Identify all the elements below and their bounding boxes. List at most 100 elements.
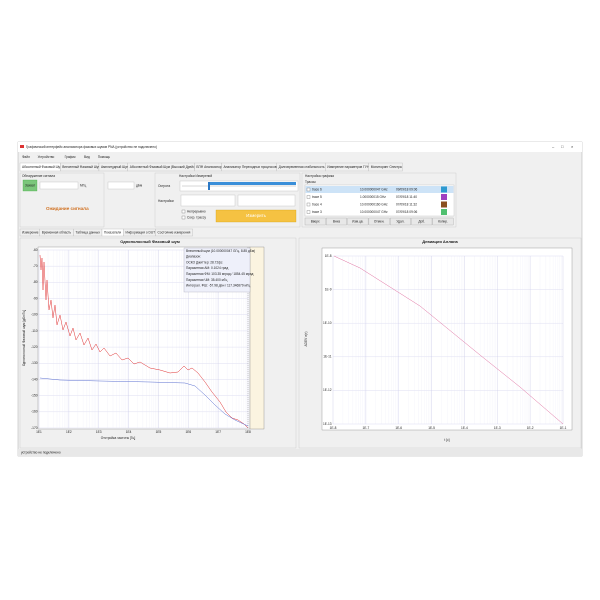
settings-label: Настройки: [158, 199, 174, 203]
status-bar: [18, 449, 582, 456]
chart-title: Однополосный Фазовый шум: [120, 239, 180, 244]
trace-color: [441, 201, 447, 208]
status-text: устройство не подключено: [21, 450, 61, 454]
y-tick-label: -140: [31, 377, 38, 381]
sub-tab[interactable]: [155, 228, 193, 237]
trace-cell: 10.000000047 GHz: [360, 210, 388, 214]
row-check[interactable]: [306, 195, 311, 199]
checkbox[interactable]: [181, 215, 186, 220]
info-line: Паразитная ЧМ: 35.400 мГц: [186, 278, 228, 282]
y-tick-label: 1E-12: [323, 388, 332, 392]
sub-tab-bar: Измерение Временная область Таблица данных…: [19, 228, 193, 237]
chart-title: Девиация Аллана: [422, 239, 458, 244]
sub-tab-label: Таблица данных: [76, 230, 101, 234]
checkbox[interactable]: [181, 209, 186, 214]
trace-button[interactable]: [411, 217, 433, 226]
row-check[interactable]: [306, 187, 311, 192]
y-axis-label: ADEV σ(τ): [304, 332, 308, 347]
trace-cell: 07/09/18 11:32: [396, 202, 417, 206]
trace-floor: [39, 377, 249, 427]
plot-area: [321, 247, 573, 431]
trace-button[interactable]: [432, 217, 454, 226]
menu-bar: Файл Устройство График Вид Помощь: [22, 155, 110, 159]
menu-item[interactable]: Устройство: [38, 155, 55, 159]
tab-label: Мониторинг Спектра: [371, 165, 402, 169]
info-line: Внесенный шум (10.000000047 GГц, 8.85 дБ…: [186, 249, 255, 253]
button-label: Удал.: [396, 219, 404, 223]
x-axis-label: Отстройка частоты [Гц]: [101, 436, 136, 440]
trace-cell: trace 5: [312, 195, 322, 199]
app-icon: [20, 145, 24, 148]
slider-range: [210, 182, 296, 185]
title-bar: [18, 142, 582, 152]
x-tick-label: 1E-1: [560, 426, 567, 430]
row-highlight: [305, 186, 454, 193]
settings-box[interactable]: [180, 194, 236, 207]
info-box: [183, 247, 251, 293]
x-tick-label: 1E-5: [428, 426, 435, 430]
menu-item[interactable]: Помощь: [98, 155, 111, 159]
panel-title: Обнаружение сигнала: [22, 174, 55, 178]
y-tick-label: -110: [31, 329, 37, 333]
tab-label: Амплитудный Шум: [101, 165, 129, 169]
minimize[interactable]: –: [552, 144, 555, 149]
button-label: Измерить: [246, 213, 267, 218]
trace-button[interactable]: [368, 217, 390, 226]
y-tick-label: 1E-11: [323, 355, 331, 359]
button-label: Вниз: [333, 219, 341, 223]
x-tick-label: 1E-3: [494, 426, 501, 430]
trace-cell: trace 6: [312, 187, 322, 191]
maximize[interactable]: □: [561, 144, 564, 149]
y-tick-label: 1E-13: [323, 422, 332, 426]
y-tick-label: -100: [31, 313, 38, 317]
trace-button[interactable]: [390, 217, 411, 226]
tab-label: Анализатор Переходных процессов: [224, 165, 277, 169]
tab-label: БПФ Анализатор: [196, 165, 221, 169]
sub-tab-label: Измерение: [22, 230, 39, 234]
x-tick-label: 1E4: [126, 430, 132, 434]
trace-adev: [333, 255, 564, 425]
trace-noise: [39, 254, 249, 429]
y-tick-label: -160: [31, 410, 38, 414]
y-tick-label: -70: [33, 264, 38, 268]
tab[interactable]: [368, 162, 403, 172]
traces-label: Трассы: [305, 180, 317, 184]
slider-thumb[interactable]: [208, 182, 210, 190]
row-check[interactable]: [306, 202, 311, 207]
menu-item[interactable]: Вид: [84, 155, 90, 159]
window-title: Графический интерфейс анализатора фазовы…: [26, 145, 157, 149]
measure-button[interactable]: [215, 209, 297, 223]
capture-button[interactable]: [22, 179, 38, 192]
trace-button[interactable]: [304, 217, 326, 226]
trace-color: [441, 209, 447, 215]
info-line: Диапазон:: [186, 255, 201, 259]
tab-label: Абсолютный Фазовый Шум (Высокий Дрейф): [130, 165, 197, 169]
y-tick-label: -130: [31, 361, 38, 365]
trace-button[interactable]: [326, 217, 347, 226]
sub-tab-label: Временная область: [42, 230, 72, 234]
plot-margin: [249, 246, 265, 430]
freq-input[interactable]: [39, 181, 79, 190]
tab-bar: Абсолютный Фазовый Шум Внесенный Фазовый …: [19, 162, 403, 172]
trace-color: [441, 186, 447, 193]
settings-box[interactable]: [237, 194, 296, 207]
power-input[interactable]: [107, 181, 135, 190]
grid: [38, 249, 249, 429]
row-check[interactable]: [306, 210, 311, 214]
tab-label: Долговременная стабильность: [279, 165, 325, 169]
menu-item[interactable]: Файл: [22, 155, 30, 159]
trace-cell: 10.000000160 GHz: [360, 202, 388, 206]
close[interactable]: ×: [571, 144, 574, 149]
trace-cell: trace 3: [312, 210, 322, 214]
trace-button[interactable]: [347, 217, 369, 226]
x-tick-label: 1E5: [156, 430, 162, 434]
menu-item[interactable]: График: [65, 155, 76, 159]
y-tick-label: 1E-9: [325, 287, 332, 291]
grid: [332, 255, 564, 425]
info-lines: Внесенный шум (10.000000047 GГц, 8.85 дБ…: [186, 249, 255, 288]
button-label: Захват: [25, 183, 36, 187]
trace-cell: 07/09/18 11:40: [396, 195, 417, 199]
trace-cell: 07/09/18 09:06: [396, 210, 417, 214]
